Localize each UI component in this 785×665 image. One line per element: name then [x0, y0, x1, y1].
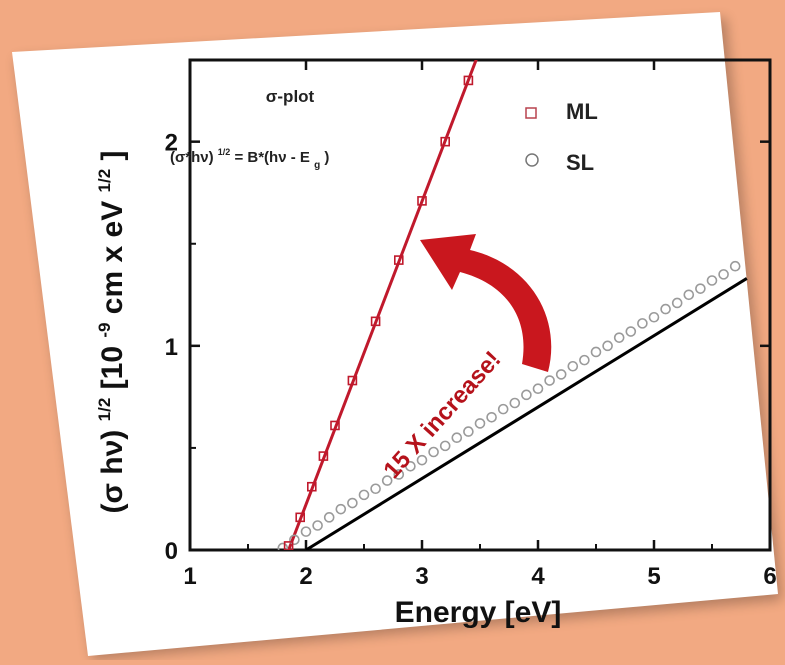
ml-data-point	[440, 136, 451, 147]
legend-marker-sl	[525, 153, 539, 167]
fit-line-ml	[287, 60, 478, 550]
sl-data-point	[706, 275, 718, 286]
y-axis-label-bracket: [10	[96, 346, 129, 389]
x-axis-label: Energy [eV]	[395, 596, 562, 629]
ml-data-point	[283, 541, 294, 550]
sl-data-point	[393, 469, 405, 480]
y-tick-label-1: 1	[165, 334, 178, 361]
legend-label-sl: SL	[566, 150, 594, 175]
ml-data-point	[347, 375, 358, 386]
equation-block: σ-plot (σ*hν) 1/2 = B*(hν - E g )	[170, 87, 329, 172]
sl-data-point	[521, 389, 532, 401]
chart-title: σ-plot	[266, 87, 315, 106]
panel-background	[12, 12, 778, 656]
legend: ML SL	[525, 99, 598, 175]
sl-data-point	[497, 403, 509, 415]
equation-rhs-subscript: g	[314, 160, 320, 171]
x-tick-label-1: 1	[183, 563, 196, 590]
ml-data-point	[370, 316, 381, 327]
sl-data-point	[509, 397, 521, 409]
sl-data-point	[567, 360, 579, 372]
sl-data-point	[648, 311, 660, 323]
sl-data-point	[579, 354, 590, 366]
sl-data-point	[671, 297, 683, 309]
x-tick-label-5: 5	[647, 563, 660, 590]
arrow-body	[420, 234, 552, 372]
sl-data-point	[405, 460, 416, 472]
sl-data-point	[451, 432, 463, 444]
equation-text: (σ*hν) 1/2 = B*(hν - E g )	[170, 142, 329, 172]
sl-data-point	[439, 440, 451, 452]
series-sl-points	[277, 260, 741, 550]
sl-data-point	[637, 318, 648, 329]
sl-data-point	[532, 383, 544, 395]
sl-data-point	[370, 483, 381, 495]
sl-data-point	[683, 289, 695, 301]
sl-data-point	[428, 446, 439, 458]
sl-data-point	[381, 475, 393, 486]
sl-data-point	[718, 269, 729, 280]
ml-data-point	[330, 420, 340, 431]
sl-data-point	[695, 283, 706, 294]
sl-data-point	[300, 526, 312, 537]
sl-data-point	[590, 346, 602, 358]
sl-data-point	[277, 542, 289, 550]
ml-data-point	[463, 75, 474, 86]
x-tick-label-2: 2	[299, 563, 312, 590]
ml-data-point	[417, 196, 427, 206]
figure-panel	[12, 12, 782, 660]
ml-data-point	[393, 255, 404, 265]
legend-marker-ml	[525, 107, 537, 119]
x-tick-label-3: 3	[415, 563, 428, 590]
equation-rhs: = B*(hν - E	[234, 149, 309, 166]
sl-data-point	[625, 326, 637, 337]
sl-data-point	[463, 426, 474, 437]
equation-lhs-exponent: 1/2	[218, 147, 231, 157]
sl-data-point	[602, 340, 613, 352]
sl-data-point	[660, 303, 671, 315]
sl-data-point	[323, 512, 335, 523]
y-tick-label-2: 2	[165, 130, 178, 157]
sl-data-point	[416, 454, 428, 466]
ml-data-point	[318, 451, 329, 461]
y-tick-label-0: 0	[165, 538, 178, 565]
sl-data-point	[555, 369, 567, 380]
sl-data-point	[312, 520, 323, 531]
sl-data-point	[335, 503, 347, 515]
x-tick-label-4: 4	[531, 563, 545, 590]
equation-lhs: (σ*hν)	[170, 149, 214, 166]
series-ml-points	[283, 75, 474, 550]
equation-rhs-end: )	[324, 149, 329, 166]
sl-data-point	[347, 497, 358, 509]
y-axis-label-main: (σ hν)	[96, 430, 129, 514]
y-axis-label-bracket-exp: -9	[95, 323, 114, 338]
sl-data-point	[729, 260, 741, 272]
fit-line-sl	[305, 277, 748, 550]
fit-lines	[287, 60, 748, 550]
sl-data-point	[486, 411, 497, 423]
sl-data-point	[474, 418, 486, 429]
ml-data-point	[295, 512, 306, 523]
x-tick-label-6: 6	[763, 563, 776, 590]
y-axis-label-unit: cm x eV	[96, 201, 129, 314]
y-axis-label-unit-exp: 1/2	[95, 169, 114, 193]
increase-arrow	[420, 234, 552, 372]
sl-data-point	[289, 534, 300, 546]
sl-data-point	[613, 332, 625, 343]
legend-label-ml: ML	[566, 99, 598, 124]
ml-data-point	[306, 481, 317, 492]
sl-data-point	[358, 489, 370, 501]
y-axis-label-close: ]	[96, 150, 129, 160]
y-axis-label-main-exp: 1/2	[95, 398, 114, 422]
y-axis-label: (σ hν) 1/2 [10 -9 cm x eV 1/2 ]	[84, 150, 129, 513]
sl-data-point	[544, 375, 555, 386]
